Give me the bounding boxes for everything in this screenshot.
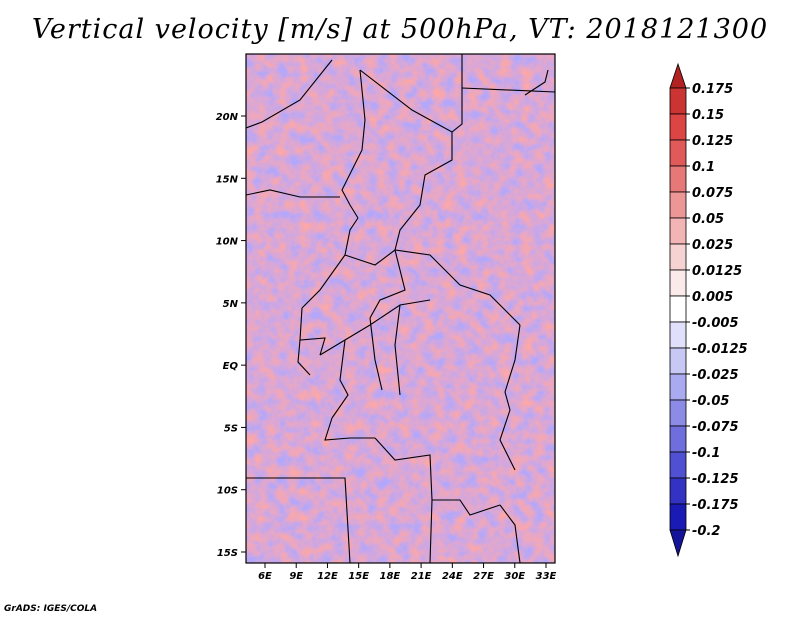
colorbar-label: -0.025 [692, 368, 739, 383]
lon-tick-label: 30E [504, 571, 525, 582]
colorbar-label: 0.025 [692, 238, 733, 253]
colorbar-segment [669, 451, 687, 479]
colorbar-label: 0.175 [692, 82, 733, 97]
colorbar-label: 0.0125 [692, 264, 742, 279]
lon-tick-label: 15E [348, 571, 369, 582]
lat-tick-label: 15S [217, 548, 238, 559]
map-title: Vertical velocity [m/s] at 500hPa, VT: 2… [31, 14, 769, 45]
colorbar-label: 0.005 [692, 290, 733, 305]
colorbar-label: -0.1 [692, 446, 720, 461]
colorbar-segment [669, 87, 687, 115]
colorbar-label: -0.005 [692, 316, 739, 331]
colorbar-label: 0.075 [692, 186, 733, 201]
lat-tick-label: 10N [216, 237, 239, 248]
colorbar-label: -0.175 [692, 498, 739, 513]
colorbar-segment [669, 269, 687, 297]
colorbar-label: 0.125 [692, 134, 733, 149]
colorbar: 0.175 0.15 0.125 0.1 0.075 0.05 0.025 0.0125 0.0… [669, 62, 748, 558]
colorbar-segment [669, 139, 687, 167]
colorbar-segment [669, 191, 687, 219]
lat-tick-label: 5N [223, 299, 239, 310]
colorbar-segment [669, 217, 687, 245]
colorbar-label: -0.05 [692, 394, 729, 409]
lat-tick-label: EQ [223, 361, 239, 372]
map-frame [245, 53, 556, 564]
colorbar-segment [669, 295, 687, 323]
lat-tick-label: 10S [217, 486, 238, 497]
colorbar-label: 0.15 [692, 108, 724, 123]
lon-tick-label: 9E [289, 571, 303, 582]
colorbar-segment [669, 113, 687, 141]
lat-tick-label: 20N [216, 112, 239, 123]
colorbar-max-arrow [669, 62, 687, 89]
lon-tick-label: 33E [536, 571, 557, 582]
grads-credit: GrADS: IGES/COLA [4, 604, 98, 614]
colorbar-segment [669, 347, 687, 375]
colorbar-segment [669, 321, 687, 349]
colorbar-segment [669, 503, 687, 531]
lon-tick-label: 18E [380, 571, 401, 582]
colorbar-segment [669, 477, 687, 505]
latitude-axis: 20N 15N 10N 5N EQ 5S 10S 15S [216, 112, 246, 559]
colorbar-label: 0.05 [692, 212, 724, 227]
colorbar-segment [669, 373, 687, 401]
lon-tick-label: 24E [442, 571, 463, 582]
lon-tick-label: 21E [411, 571, 432, 582]
lon-tick-label: 6E [258, 571, 272, 582]
velocity-field [246, 54, 555, 563]
colorbar-segment [669, 425, 687, 453]
colorbar-label: -0.2 [692, 524, 720, 539]
colorbar-label: -0.0125 [692, 342, 748, 357]
colorbar-segment [669, 399, 687, 427]
lat-tick-label: 5S [224, 423, 238, 434]
colorbar-segment [669, 243, 687, 271]
colorbar-label: -0.125 [692, 472, 739, 487]
longitude-axis: 6E 9E 12E 15E 18E 21E 24E 27E 30E 33E [258, 563, 557, 582]
lon-tick-label: 27E [473, 571, 494, 582]
lon-tick-label: 12E [317, 571, 338, 582]
colorbar-min-arrow [669, 529, 687, 558]
colorbar-label: -0.075 [692, 420, 739, 435]
colorbar-label: 0.1 [692, 160, 715, 175]
lat-tick-label: 15N [216, 174, 239, 185]
country-borders [246, 54, 555, 563]
colorbar-segment [669, 165, 687, 193]
